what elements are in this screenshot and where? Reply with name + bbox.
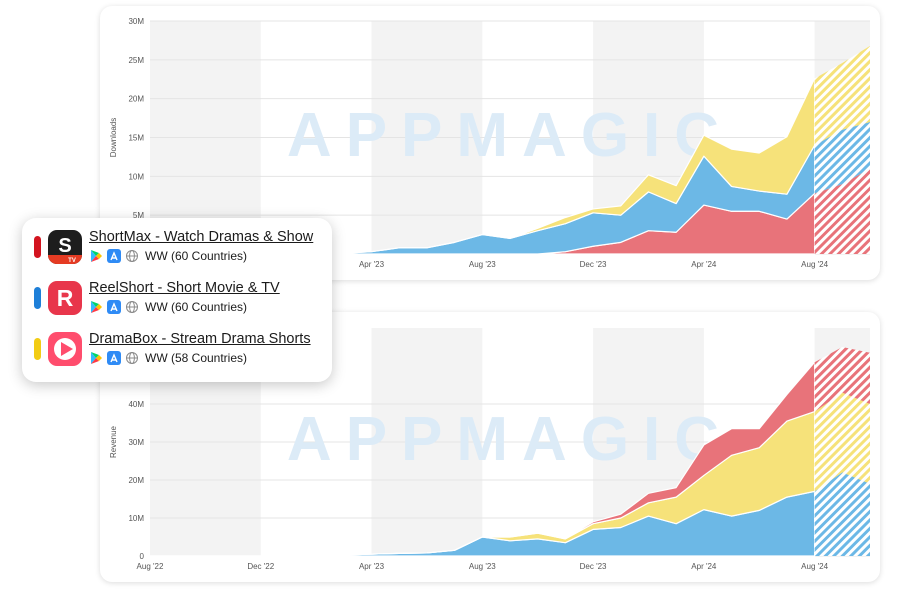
forecast-area-dramabox (814, 392, 870, 492)
y-tick-label: 25M (128, 56, 144, 65)
y-tick-label: 5M (133, 211, 144, 220)
revenue-chart: 0 10M 20M 30M 40M APPMAGIC Aug '22 Dec '22 Apr '… (109, 328, 870, 571)
legend-item-meta: WW (60 Countries) (89, 248, 247, 264)
x-tick-label: Aug '23 (469, 562, 496, 571)
x-tick-label: Aug '24 (801, 562, 828, 571)
forecast-area-dramabox (814, 45, 870, 146)
legend-item-label[interactable]: DramaBox - Stream Drama Shorts (89, 331, 311, 347)
y-tick-label: 15M (128, 134, 144, 143)
app-store-icon[interactable] (107, 249, 121, 263)
x-tick-label: Aug '23 (469, 260, 496, 269)
forecast-area-shortmax (814, 347, 870, 412)
x-tick-label: Apr '24 (691, 562, 717, 571)
legend-item-region: WW (58 Countries) (145, 351, 248, 365)
reelshort-app-icon: R (48, 281, 82, 315)
x-tick-label: Aug '22 (137, 562, 164, 571)
google-play-icon[interactable] (89, 351, 103, 365)
svg-text:S: S (58, 235, 71, 257)
globe-icon[interactable] (125, 300, 139, 314)
app-legend: S TV ShortMax - Watch Dramas & Show WW (… (22, 218, 332, 382)
forecast-area-shortmax (814, 168, 870, 254)
y-tick-label: 20M (128, 476, 144, 485)
watermark: APPMAGIC (287, 101, 733, 170)
legend-item-dramabox[interactable]: DramaBox - Stream Drama Shorts WW (58 Co… (22, 326, 332, 372)
globe-icon[interactable] (125, 351, 139, 365)
reelshort-color-swatch (34, 287, 41, 309)
legend-item-region: WW (60 Countries) (145, 249, 248, 263)
app-store-icon[interactable] (107, 351, 121, 365)
x-tick-label: Apr '23 (359, 562, 385, 571)
y-tick-label: 40M (128, 400, 144, 409)
y-tick-label: 0 (140, 552, 145, 561)
legend-item-region: WW (60 Countries) (145, 300, 248, 314)
legend-item-meta: WW (60 Countries) (89, 299, 247, 315)
y-tick-label: 10M (128, 514, 144, 523)
legend-item-meta: WW (58 Countries) (89, 350, 247, 366)
legend-item-reelshort[interactable]: R ReelShort - Short Movie & TV WW (60 Co… (22, 275, 332, 321)
y-tick-label: 30M (128, 438, 144, 447)
y-axis-title: Revenue (109, 425, 118, 458)
y-tick-label: 30M (128, 17, 144, 26)
google-play-icon[interactable] (89, 300, 103, 314)
x-tick-label: Dec '23 (580, 260, 607, 269)
legend-item-label[interactable]: ShortMax - Watch Dramas & Show (89, 229, 314, 245)
forecast-area-reelshort (814, 472, 870, 556)
y-axis-title: Downloads (109, 118, 118, 158)
y-tick-label: 10M (128, 172, 144, 181)
svg-text:R: R (57, 285, 74, 311)
dramabox-color-swatch (34, 338, 41, 360)
x-tick-label: Apr '23 (359, 260, 385, 269)
x-tick-label: Dec '22 (247, 562, 274, 571)
x-tick-label: Apr '24 (691, 260, 717, 269)
dramabox-app-icon (48, 332, 82, 366)
google-play-icon[interactable] (89, 249, 103, 263)
x-tick-label: Dec '23 (580, 562, 607, 571)
shortmax-color-swatch (34, 236, 41, 258)
watermark: APPMAGIC (287, 405, 733, 474)
legend-item-label[interactable]: ReelShort - Short Movie & TV (89, 280, 280, 296)
globe-icon[interactable] (125, 249, 139, 263)
legend-item-shortmax[interactable]: S TV ShortMax - Watch Dramas & Show WW (… (22, 224, 332, 270)
app-store-icon[interactable] (107, 300, 121, 314)
y-tick-label: 20M (128, 95, 144, 104)
x-tick-label: Aug '24 (801, 260, 828, 269)
shortmax-app-icon: S TV (48, 230, 82, 264)
forecast-area-reelshort (814, 121, 870, 194)
svg-text:TV: TV (68, 258, 76, 264)
